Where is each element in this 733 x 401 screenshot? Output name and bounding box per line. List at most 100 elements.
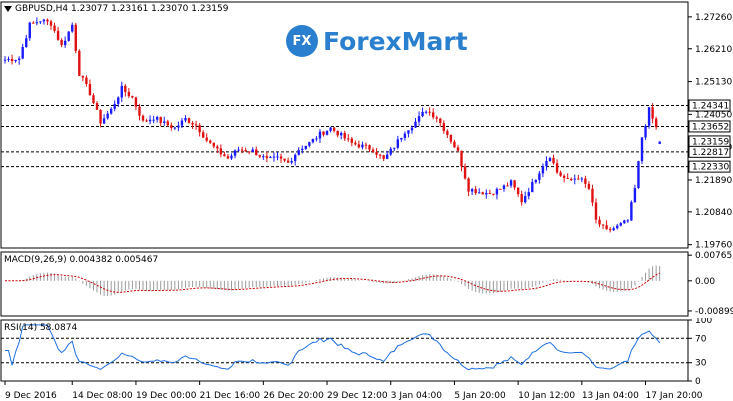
level-box-frame: [688, 160, 731, 173]
candle-bull: [361, 144, 364, 148]
candle-bull: [262, 156, 265, 158]
candle-bear: [601, 224, 605, 226]
rsi-svg[interactable]: 100 70 30 0 9 Dec 2016 14 Dec 08:00 19 Dec 00:…: [0, 318, 733, 401]
candle-bull: [7, 58, 10, 60]
candle-bear: [506, 185, 509, 187]
candle-bull: [580, 178, 584, 180]
price-tick-label: 1.24050: [695, 110, 732, 120]
candle-bull: [251, 149, 254, 152]
candle-bull: [509, 180, 513, 186]
candle-bull: [42, 19, 46, 22]
candle-bull: [626, 220, 630, 222]
candle-bull: [180, 120, 184, 126]
candle-bear: [191, 122, 194, 125]
candle-bear: [159, 117, 162, 123]
candle-bear: [92, 95, 95, 104]
candle-bull: [318, 131, 322, 139]
macd-pane[interactable]: 0.00765 0.00 -0.00899 MACD(9,26,9) 0.00438…: [0, 250, 733, 318]
triangle-down-icon: [4, 6, 12, 12]
level-box-frame: [688, 99, 731, 112]
candle-bear: [216, 146, 219, 149]
candle-bear: [364, 144, 368, 146]
rsi-tick-label: 100: [695, 318, 712, 326]
candle-bull: [155, 117, 159, 120]
candle-bull: [534, 179, 538, 183]
price-tick-label: 1.21890: [695, 176, 732, 186]
candle-bull: [478, 192, 481, 194]
candle-bull: [152, 119, 155, 121]
candle-bear: [499, 188, 502, 190]
price-tick-label: 1.19760: [695, 241, 732, 250]
candle-bear: [74, 24, 77, 51]
time-tick-label: 9 Dec 2016: [5, 391, 57, 401]
candle-bear: [49, 21, 53, 26]
time-tick-label: 29 Dec 12:00: [327, 391, 388, 401]
candle-bear: [332, 127, 336, 131]
candle-bull: [311, 138, 315, 143]
rsi-label: RSI(14) 58.0874: [4, 323, 78, 333]
candle-bear: [481, 192, 484, 195]
candle-bull: [293, 154, 297, 162]
candle-bull: [502, 185, 506, 190]
candle-bull: [63, 40, 67, 46]
level-box-frame: [688, 145, 731, 158]
candle-bear: [552, 157, 555, 164]
candle-bull: [39, 21, 42, 23]
candle-bull: [396, 139, 400, 148]
candle-bear: [88, 83, 92, 96]
candle-bull: [424, 111, 428, 113]
candle-bear: [559, 172, 562, 176]
candle-bull: [410, 127, 414, 131]
candle-bear: [10, 58, 14, 62]
candle-bull: [35, 22, 39, 24]
forexmart-logo: FX ForexMart: [286, 25, 468, 57]
candle-bull: [304, 145, 308, 149]
candle-bull: [339, 132, 343, 136]
candle-bear: [322, 131, 325, 135]
candle-bear: [247, 151, 251, 153]
candle-bear: [343, 132, 346, 139]
candle-bull: [71, 24, 74, 32]
candle-bull: [403, 133, 407, 138]
time-tick-label: 10 Jan 12:00: [518, 391, 575, 401]
candle-bull: [417, 116, 421, 122]
candle-bear: [605, 225, 608, 230]
candle-bull: [407, 130, 410, 134]
candle-bull: [163, 121, 166, 123]
candle-bear: [654, 118, 658, 128]
candle-bear: [513, 180, 516, 188]
candle-bear: [577, 178, 580, 180]
candle-bear: [474, 189, 477, 194]
candle-bull: [25, 38, 28, 48]
candle-bull: [276, 156, 279, 158]
time-tick-label: 19 Dec 00:00: [136, 391, 197, 401]
candle-bull: [106, 113, 109, 119]
main-chart-svg[interactable]: 1.272601.262101.251301.240501.229801.218…: [0, 0, 733, 250]
time-tick-label: 26 Dec 20:00: [263, 391, 324, 401]
level-box-label: 1.22330: [692, 163, 729, 173]
rsi-pane[interactable]: 100 70 30 0 9 Dec 2016 14 Dec 08:00 19 Dec 00:…: [0, 318, 733, 401]
candle-bear: [463, 166, 467, 179]
level-box-label: 1.23652: [692, 122, 729, 132]
candle-bull: [3, 59, 7, 61]
macd-tick-label: 0.00765: [695, 251, 732, 261]
candle-bull: [637, 161, 640, 189]
candle-bear: [456, 147, 460, 151]
time-tick-label: 14 Dec 08:00: [72, 391, 133, 401]
rsi-tick-label: 30: [695, 359, 707, 369]
candle-bear: [382, 155, 385, 159]
candle-bear: [651, 107, 654, 119]
level-box-label: 1.22817: [692, 148, 729, 158]
candle-bull: [545, 160, 548, 167]
candle-bear: [279, 156, 283, 159]
candle-bear: [95, 103, 99, 110]
macd-svg[interactable]: 0.00765 0.00 -0.00899: [0, 250, 733, 318]
candle-bull: [173, 127, 177, 129]
macd-label: MACD(9,26,9) 0.004382 0.005467: [4, 255, 159, 265]
candle-bull: [315, 138, 318, 140]
main-chart-pane[interactable]: 1.272601.262101.251301.240501.229801.218…: [0, 0, 733, 250]
candle-bull: [633, 188, 637, 203]
candle-bear: [598, 219, 601, 225]
level-price-box: 1.22817: [688, 145, 731, 158]
level-price-box: 1.23652: [688, 120, 731, 133]
